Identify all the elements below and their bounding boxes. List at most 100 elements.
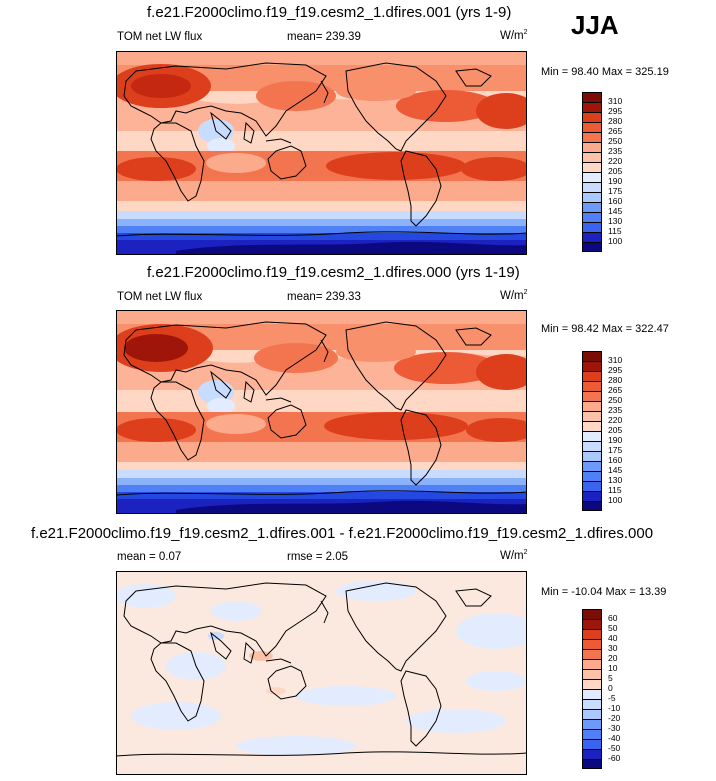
- colorbar-swatch: [582, 401, 602, 412]
- panel1-mean-label: mean= 239.39: [287, 31, 361, 43]
- panel3-minmax: Min = -10.04 Max = 13.39: [541, 586, 667, 598]
- panel3-title: f.e21.F2000climo.f19_f19.cesm2_1.dfires.…: [31, 525, 654, 542]
- panel3-rmse-label: rmse = 2.05: [287, 551, 349, 563]
- colorbar-swatch: [582, 381, 602, 392]
- colorbar-swatch: [582, 461, 602, 472]
- panel2-variable-label: TOM net LW flux: [117, 291, 203, 303]
- colorbar-swatch: [582, 391, 602, 402]
- colorbar-swatch: [582, 421, 602, 432]
- colorbar-level-label: -5: [608, 693, 616, 703]
- panel2-map: [116, 310, 527, 514]
- colorbar-level-label: 5: [608, 673, 613, 683]
- colorbar-level-label: 175: [608, 186, 623, 196]
- colorbar-level-label: 10: [608, 663, 618, 673]
- colorbar-level-label: 20: [608, 653, 618, 663]
- colorbar-level-label: 145: [608, 206, 623, 216]
- colorbar-swatch: [582, 172, 602, 183]
- colorbar-swatch: [582, 491, 602, 502]
- colorbar-level-label: 190: [608, 435, 623, 445]
- colorbar-swatch: [582, 739, 602, 750]
- panel3-colorbar: 60 50 40 30 20 10 5 0 -5 -10 -20 -30 -40 -50 -60: [582, 609, 620, 769]
- panel3-mean-label: mean = 0.07: [117, 551, 182, 563]
- panel3-units: W/m2: [500, 549, 528, 562]
- panel2-minmax: Min = 98.42 Max = 322.47: [541, 323, 669, 335]
- colorbar-swatch: [582, 152, 602, 163]
- colorbar-level-label: 30: [608, 643, 618, 653]
- colorbar-level-label: 295: [608, 365, 623, 375]
- colorbar-level-label: 205: [608, 425, 623, 435]
- colorbar-level-label: -40: [608, 733, 621, 743]
- colorbar-swatch: [582, 639, 602, 650]
- colorbar-level-label: 145: [608, 465, 623, 475]
- colorbar-swatch: [582, 629, 602, 640]
- colorbar-level-label: -10: [608, 703, 621, 713]
- colorbar-level-label: 130: [608, 475, 623, 485]
- colorbar-swatch: [582, 689, 602, 700]
- panel1-colorbar: 310 295 280 265 250 235 220 205 190 175 160 145 130 1…: [582, 92, 622, 252]
- colorbar-swatch: [582, 182, 602, 193]
- season-label: JJA: [571, 10, 619, 40]
- colorbar-swatch: [582, 371, 602, 382]
- panel1-units: W/m2: [500, 29, 528, 42]
- colorbar-swatch: [582, 122, 602, 133]
- colorbar-swatch: [582, 132, 602, 143]
- colorbar-swatch: [582, 719, 602, 730]
- colorbar-level-label: 160: [608, 196, 623, 206]
- panel2-title: f.e21.F2000climo.f19_f19.cesm2_1.dfires.…: [147, 264, 520, 281]
- colorbar-swatch: [582, 471, 602, 482]
- colorbar-level-label: 310: [608, 96, 623, 106]
- colorbar-level-label: 40: [608, 633, 618, 643]
- colorbar-swatch: [582, 351, 602, 362]
- panel1-title: f.e21.F2000climo.f19_f19.cesm2_1.dfires.…: [147, 4, 512, 21]
- colorbar-swatch: [582, 699, 602, 710]
- colorbar-swatch: [582, 102, 602, 113]
- panel1-variable-label: TOM net LW flux: [117, 31, 203, 43]
- colorbar-level-label: 250: [608, 395, 623, 405]
- colorbar-swatch: [582, 222, 602, 233]
- panel2-units: W/m2: [500, 289, 528, 302]
- colorbar-level-label: 100: [608, 495, 623, 505]
- colorbar-level-label: -50: [608, 743, 621, 753]
- colorbar-level-label: 235: [608, 146, 623, 156]
- colorbar-level-label: 160: [608, 455, 623, 465]
- colorbar-swatch: [582, 481, 602, 492]
- colorbar-swatch: [582, 361, 602, 372]
- colorbar-level-label: 175: [608, 445, 623, 455]
- colorbar-level-label: 265: [608, 126, 623, 136]
- colorbar-swatch: [582, 441, 602, 452]
- colorbar-swatch: [582, 411, 602, 422]
- colorbar-level-label: 50: [608, 623, 618, 633]
- panel1-minmax: Min = 98.40 Max = 325.19: [541, 66, 669, 78]
- colorbar-level-label: 220: [608, 156, 623, 166]
- colorbar-level-label: 235: [608, 405, 623, 415]
- colorbar-level-label: 250: [608, 136, 623, 146]
- colorbar-swatch: [582, 431, 602, 442]
- colorbar-level-label: -60: [608, 753, 621, 763]
- panel3-map: [116, 571, 527, 775]
- colorbar-level-label: 130: [608, 216, 623, 226]
- colorbar-level-label: -20: [608, 713, 621, 723]
- colorbar-swatch: [582, 162, 602, 173]
- colorbar-swatch: [582, 679, 602, 690]
- panel1-map: [116, 51, 527, 255]
- colorbar-level-label: 0: [608, 683, 613, 693]
- colorbar-swatch: [582, 192, 602, 203]
- colorbar-swatch: [582, 669, 602, 680]
- panel2-mean-label: mean= 239.33: [287, 291, 361, 303]
- colorbar-level-label: 310: [608, 355, 623, 365]
- colorbar-swatch: [582, 451, 602, 462]
- colorbar-swatch: [582, 759, 602, 769]
- colorbar-swatch: [582, 202, 602, 213]
- colorbar-level-label: 265: [608, 385, 623, 395]
- colorbar-swatch: [582, 112, 602, 123]
- colorbar-swatch: [582, 749, 602, 760]
- colorbar-level-label: -30: [608, 723, 621, 733]
- panel2-colorbar: 310 295 280 265 250 235 220 205 190 175 160 145 130 1…: [582, 351, 622, 511]
- colorbar-level-label: 295: [608, 106, 623, 116]
- colorbar-level-label: 280: [608, 116, 623, 126]
- colorbar-swatch: [582, 232, 602, 243]
- colorbar-level-label: 280: [608, 375, 623, 385]
- colorbar-swatch: [582, 619, 602, 630]
- colorbar-swatch: [582, 649, 602, 660]
- colorbar-level-label: 115: [608, 485, 622, 495]
